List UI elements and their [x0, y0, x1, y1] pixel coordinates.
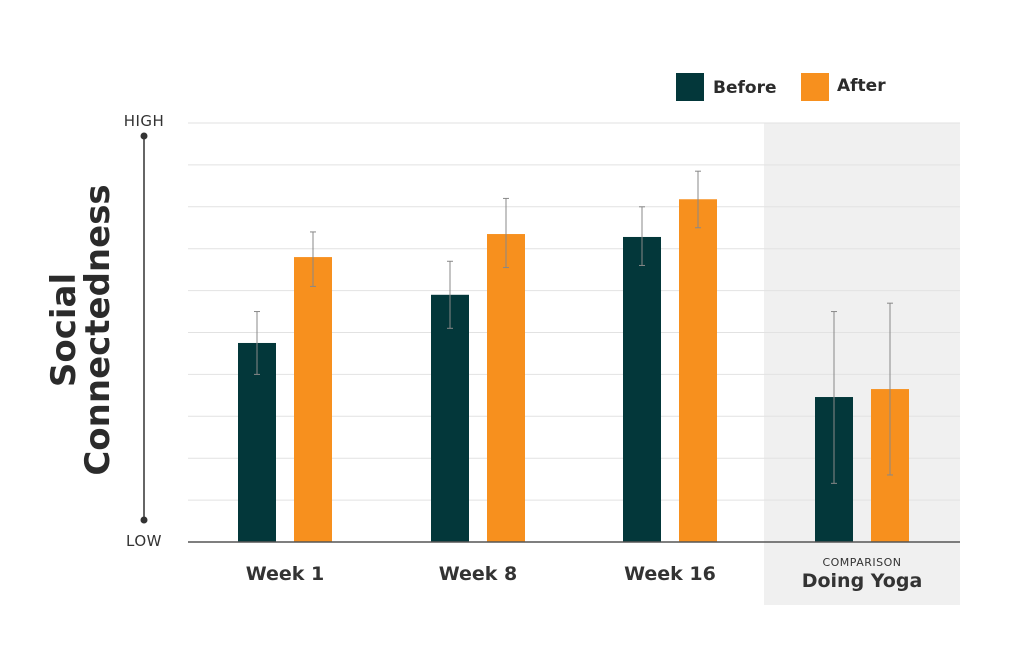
bar-before-3	[623, 236, 661, 542]
bar-after-3	[679, 199, 717, 542]
error-bar-before-4	[831, 311, 837, 484]
bar-after-1	[294, 257, 332, 542]
legend-label-before: Before	[713, 78, 776, 98]
y-axis-title-line-2: Connectedness	[78, 184, 118, 475]
legend: Before After	[676, 73, 886, 101]
error-bar-after-3	[695, 170, 701, 229]
error-bar-before-2	[447, 260, 453, 329]
category-superlabel: COMPARISON	[822, 556, 901, 569]
y-scale-top-dot	[140, 132, 148, 140]
error-bar-after-1	[310, 231, 316, 287]
legend-swatch-after	[801, 73, 829, 101]
y-scale-bottom-dot	[140, 516, 148, 524]
error-bars	[254, 170, 893, 484]
y-axis-title-line-1: Social	[44, 273, 84, 387]
error-bar-after-4	[887, 302, 893, 476]
bar-after-2	[487, 234, 525, 542]
error-bar-before-3	[639, 206, 645, 266]
legend-label-after: After	[837, 76, 886, 96]
error-bar-after-2	[503, 197, 509, 269]
category-label: Week 16	[624, 563, 716, 585]
category-label: Doing Yoga	[802, 570, 923, 592]
comparison-band	[764, 123, 960, 605]
y-high-label: HIGH	[124, 112, 165, 130]
y-axis-title: Social Connectedness	[44, 184, 118, 475]
category-label: Week 1	[246, 563, 325, 585]
y-low-label: LOW	[126, 532, 162, 550]
error-bar-before-1	[254, 311, 260, 375]
bar-before-1	[238, 342, 276, 542]
category-label: Week 8	[439, 563, 518, 585]
bars	[238, 199, 909, 542]
bar-before-2	[431, 294, 469, 542]
legend-swatch-before	[676, 73, 704, 101]
